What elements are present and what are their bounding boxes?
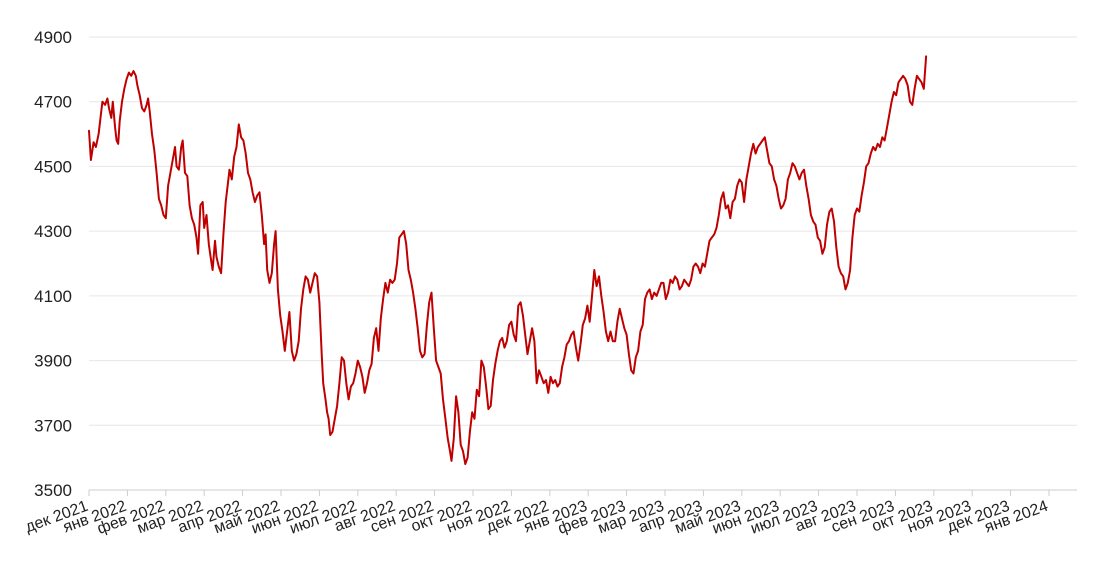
series-group xyxy=(88,55,928,466)
grid-lines xyxy=(89,36,1077,426)
series-line xyxy=(88,55,928,466)
x-axis-tick-marks xyxy=(88,490,1050,496)
y-tick-label: 4300 xyxy=(34,222,72,241)
y-axis-tick-labels: 3500 3700 3900 4100 4300 4500 4700 4900 xyxy=(34,28,72,500)
y-tick-label: 4900 xyxy=(34,28,72,47)
y-tick-label: 4700 xyxy=(34,93,72,112)
y-tick-label: 3900 xyxy=(34,352,72,371)
y-tick-label: 4100 xyxy=(34,287,72,306)
y-tick-label: 3500 xyxy=(34,481,72,500)
y-tick-label: 4500 xyxy=(34,157,72,176)
y-tick-label: 3700 xyxy=(34,416,72,435)
